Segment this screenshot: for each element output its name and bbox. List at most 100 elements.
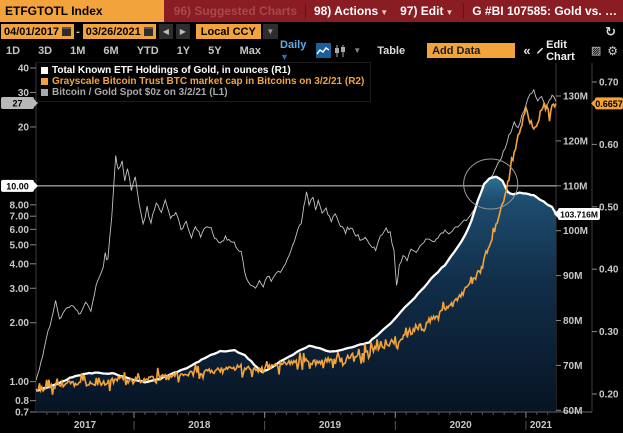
axis-tick-label: 90M (563, 271, 582, 282)
series-etf-gold (35, 175, 558, 392)
series-etf-gold-fill (36, 176, 556, 411)
axis-tick-label: 4.00 (10, 259, 30, 270)
axis-tick-label: 2017 (74, 420, 97, 431)
range-max[interactable]: Max (239, 44, 262, 57)
date-range-separator: - (76, 25, 80, 38)
range-3d[interactable]: 3D (38, 44, 53, 57)
axis-tick-label: 0.60 (599, 140, 619, 151)
gear-icon[interactable]: ⚙ (607, 43, 619, 58)
series-btc-gold-ratio (35, 88, 557, 381)
collapse-panel-button[interactable]: « (523, 43, 531, 58)
chart-type-dropdown[interactable]: ▼ (353, 46, 362, 55)
legend-item-etf-gold[interactable]: Total Known ETF Holdings of Gold, in oun… (41, 65, 364, 76)
chevron-down-icon: ▼ (445, 8, 454, 17)
calendar-icon (143, 27, 153, 36)
line-chart-type-button[interactable] (316, 43, 331, 58)
axis-tick-label: 40 (18, 64, 30, 75)
axis-tick-label: 0.40 (599, 265, 619, 276)
axis-tick-label: 120M (563, 136, 588, 147)
axis-tick-label: 2018 (188, 420, 211, 431)
axis-tick-label: 2021 (530, 420, 553, 431)
chevron-down-icon: ▼ (380, 8, 389, 17)
pencil-icon (536, 47, 543, 54)
axis-tick-label: 6.00 (10, 225, 30, 236)
axis-tick-label: 0.20 (599, 390, 619, 401)
title-bar: ETFGTOTL Index 96) Suggested Charts 98) … (0, 0, 623, 22)
axis-tick-label: 5.00 (10, 240, 30, 251)
axis-tick-label: 3.00 (10, 284, 30, 295)
date-from-field[interactable]: 04/01/2017 (1, 24, 75, 39)
divider (463, 3, 465, 19)
legend-item-gbtc[interactable]: Grayscale Bitcoin Trust BTC market cap i… (41, 76, 364, 87)
series-gbtc-marketcap (35, 102, 557, 395)
date-toolbar: 04/01/2017 - 03/26/2021 ◀ ▶ Local CCY ▼ … (0, 22, 623, 41)
calendar-icon (62, 27, 72, 36)
axis-tick-label: 20 (18, 122, 30, 133)
axis-tick-label: 2.00 (10, 318, 30, 329)
add-data-input[interactable]: Add Data (427, 43, 516, 58)
date-to-field[interactable]: 03/26/2021 (82, 24, 156, 39)
period-dropdown[interactable]: Daily ▼ (280, 38, 307, 62)
last-value-badge: 103.716M (554, 208, 600, 221)
axis-tick-label: 0.8 (15, 396, 29, 407)
range-5y[interactable]: 5Y (208, 44, 222, 57)
last-value-badge: 0.6657 (591, 97, 623, 110)
axis-tick-label: 80M (563, 316, 582, 327)
last-value-badge: 10.00 (1, 179, 38, 192)
ticker-field[interactable]: ETFGTOTL Index (0, 0, 164, 22)
legend-label: Grayscale Bitcoin Trust BTC market cap i… (52, 76, 365, 87)
chart-legend: Total Known ETF Holdings of Gold, in oun… (36, 62, 372, 102)
range-1d[interactable]: 1D (6, 44, 21, 57)
axis-tick-label: 130M (563, 92, 588, 103)
legend-item-btc-gold[interactable]: Bitcoin / Gold Spot $0z on 3/2/21 (L1) (41, 87, 364, 98)
chevron-down-icon: ▼ (280, 51, 289, 62)
suggested-charts-button[interactable]: 96) Suggested Charts (173, 4, 298, 18)
axis-tick-label: 60M (563, 406, 582, 417)
divider (305, 3, 306, 19)
chart-toolbar: 1D 3D 1M 6M YTD 1Y 5Y Max Daily ▼ ▼ Tabl… (0, 38, 623, 63)
legend-label: Bitcoin / Gold Spot $0z on 3/2/21 (L1) (52, 87, 228, 98)
axis-tick-label: 0.30 (599, 327, 619, 338)
legend-label: Total Known ETF Holdings of Gold, in oun… (52, 65, 291, 76)
currency-dropdown-button[interactable]: ▼ (262, 24, 278, 39)
candlestick-icon (334, 44, 345, 57)
legend-swatch (41, 89, 48, 96)
svg-text:27: 27 (12, 99, 22, 109)
refresh-icon[interactable]: ↻ (605, 23, 616, 39)
annotate-icon[interactable]: ▨ (590, 45, 602, 57)
axis-tick-label: 30 (18, 88, 30, 99)
highlight-circle-annotation (463, 158, 519, 210)
actions-menu[interactable]: 98) Actions ▼ (313, 4, 389, 18)
last-value-badge: 27 (1, 97, 38, 110)
candle-chart-type-button[interactable] (333, 43, 348, 58)
legend-swatch (41, 78, 48, 85)
table-button[interactable]: Table (377, 44, 406, 57)
next-period-button[interactable]: ▶ (175, 24, 190, 39)
axis-tick-label: 0.70 (599, 78, 619, 89)
edit-chart-button[interactable]: Edit Chart (536, 39, 584, 63)
axis-tick-label: 70M (563, 361, 582, 372)
range-1y[interactable]: 1Y (176, 44, 191, 57)
edit-menu[interactable]: 97) Edit ▼ (400, 4, 454, 18)
currency-selector[interactable]: Local CCY (195, 24, 261, 39)
axis-tick-label: 8.00 (10, 200, 30, 211)
axis-tick-label: 2019 (319, 420, 342, 431)
svg-text:0.6657: 0.6657 (595, 99, 623, 109)
axis-tick-label: 1.00 (10, 377, 30, 388)
axis-tick-label: 110M (563, 181, 587, 192)
range-ytd[interactable]: YTD (136, 44, 159, 57)
range-6m[interactable]: 6M (103, 44, 119, 57)
svg-text:103.716M: 103.716M (560, 210, 598, 220)
axis-tick-label: 100M (563, 226, 588, 237)
axis-tick-label: 2020 (449, 420, 472, 431)
svg-text:10.00: 10.00 (6, 181, 29, 191)
axis-tick-label: 0.7 (15, 408, 29, 419)
chart-title[interactable]: G #BI 107585: Gold vs. … (472, 4, 617, 18)
ticker-text: ETFGTOTL Index (5, 4, 103, 18)
axis-tick-label: 7.00 (10, 212, 30, 223)
prev-period-button[interactable]: ◀ (158, 24, 173, 39)
range-1m[interactable]: 1M (70, 44, 86, 57)
legend-swatch (41, 67, 48, 74)
